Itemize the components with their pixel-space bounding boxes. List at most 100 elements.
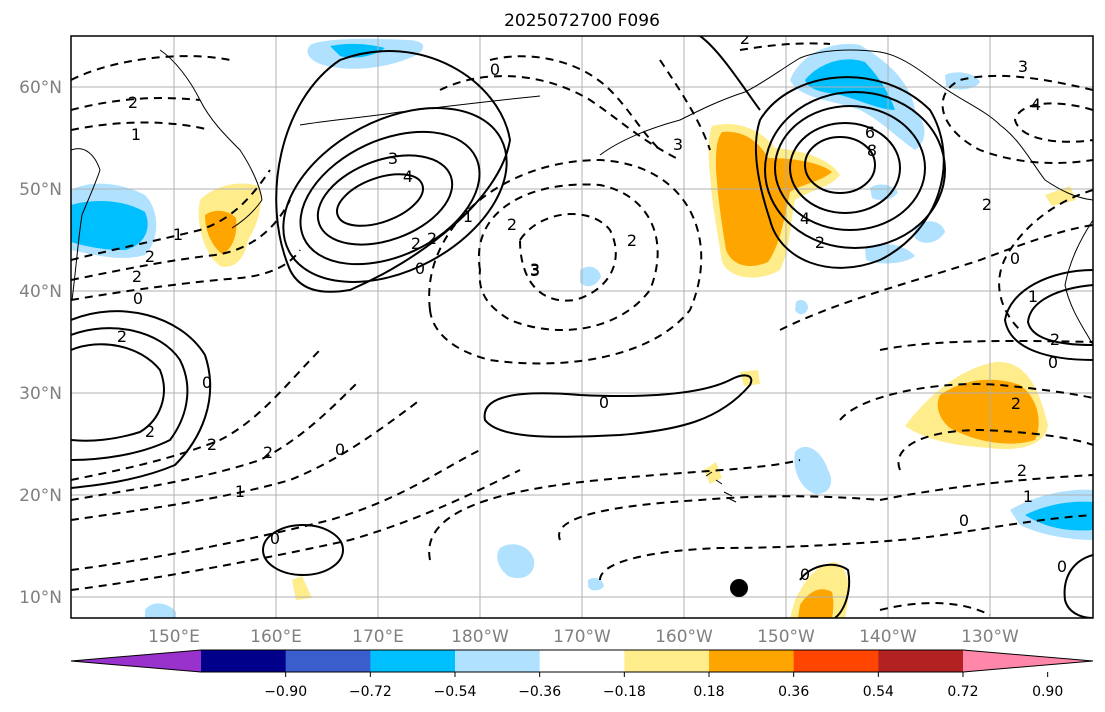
colorbar-outline xyxy=(70,649,1094,673)
contour-label: 0 xyxy=(202,373,212,392)
negative-contour xyxy=(879,474,1093,501)
colorbar-segment xyxy=(201,650,287,672)
contour-label: 1 xyxy=(463,207,473,226)
negative-anomaly-spot xyxy=(870,184,898,200)
colorbar-ticks: −0.90 −0.72 −0.54 −0.36 −0.18 0.18 0.36 0.54 0.7… xyxy=(264,672,1063,700)
contour-label: 0 xyxy=(599,393,609,412)
lat-label-40n: 40°N xyxy=(19,282,62,302)
contour-labels: 2 1 0 3 4 3 2 2 0 1 2 3 2 2 6 8 4 2 3 4 xyxy=(117,36,1067,584)
lat-label-50n: 50°N xyxy=(19,180,62,200)
negative-anomaly-spot xyxy=(580,266,601,287)
colorbar-extension-high xyxy=(963,650,1093,672)
contour-label: 8 xyxy=(867,141,877,160)
positive-anomaly-spot xyxy=(292,576,312,600)
contour-label: 2 xyxy=(1017,461,1027,480)
negative-contour xyxy=(71,349,321,481)
asia-coast xyxy=(71,148,101,301)
negative-contour xyxy=(897,428,1093,471)
negative-contour xyxy=(439,75,681,161)
negative-contour xyxy=(71,449,481,571)
negative-contour xyxy=(71,55,231,81)
contour-label: 0 xyxy=(133,289,143,308)
positive-contour xyxy=(754,76,945,269)
negative-anomaly-core xyxy=(71,200,148,250)
positive-contour xyxy=(316,154,454,246)
negative-anomaly-spot xyxy=(497,544,535,579)
lon-label-180w: 180°W xyxy=(451,627,509,647)
negative-contour xyxy=(428,459,801,561)
latitude-labels: 60°N 50°N 40°N 30°N 20°N 10°N xyxy=(19,78,62,608)
negative-contour xyxy=(839,383,1093,421)
colorbar-extension-low xyxy=(71,650,201,672)
north-america-coast xyxy=(1064,219,1093,346)
negative-contour xyxy=(879,602,991,616)
location-marker xyxy=(730,579,748,597)
negative-contour xyxy=(71,249,301,301)
contour-label: 1 xyxy=(235,482,245,501)
positive-contour xyxy=(71,310,212,489)
negative-anomaly-core xyxy=(1025,501,1093,531)
contour-label: 2 xyxy=(1050,330,1060,349)
lon-label-130w: 130°W xyxy=(961,627,1019,647)
shading-layer xyxy=(71,38,1093,618)
contour-label: 2 xyxy=(145,422,155,441)
positive-contour xyxy=(789,122,901,214)
contour-label: 2 xyxy=(117,327,127,346)
negative-anomaly-spot xyxy=(945,72,980,90)
negative-anomaly-spot xyxy=(588,578,604,591)
map-title: 2025072700 F096 xyxy=(504,11,660,31)
negative-contour xyxy=(428,158,703,365)
positive-contour xyxy=(774,105,926,231)
contour-label: 2 xyxy=(128,93,138,112)
graticule xyxy=(71,36,1093,618)
contour-label: 2 xyxy=(982,195,992,214)
contour-label: 3 xyxy=(530,260,540,279)
contour-label: 0 xyxy=(270,529,280,548)
negative-contour xyxy=(558,495,881,541)
positive-contour xyxy=(299,130,481,266)
lon-label-150w: 150°W xyxy=(757,627,815,647)
contour-label: 2 xyxy=(207,435,217,454)
contour-label: 2 xyxy=(263,443,273,462)
map-frame xyxy=(70,35,1094,619)
zero-contour xyxy=(262,524,344,576)
contour-label: 3 xyxy=(388,149,398,168)
negative-contour xyxy=(518,213,617,302)
colorbar-tick-label: 0.72 xyxy=(947,684,978,700)
contour-label: 3 xyxy=(530,261,540,280)
lat-label-30n: 30°N xyxy=(19,384,62,404)
colorbar-tick-label: −0.72 xyxy=(349,684,392,700)
positive-contour xyxy=(336,173,424,227)
alaska-coast xyxy=(599,49,1093,201)
contour-label: 4 xyxy=(403,167,413,186)
contour-label: 0 xyxy=(1010,249,1020,268)
positive-anomaly-spot xyxy=(1045,186,1076,206)
contour-label: 2 xyxy=(132,267,142,286)
colorbar-segment xyxy=(455,650,541,672)
longitude-labels: 150°E 160°E 170°E 180°W 170°W 160°W 150°… xyxy=(148,627,1019,647)
contour-label: 6 xyxy=(865,123,875,142)
colorbar-tick-label: 0.18 xyxy=(693,684,724,700)
colorbar-tick-label: −0.36 xyxy=(518,684,561,700)
positive-contour xyxy=(282,107,508,283)
zero-contour xyxy=(1063,554,1093,618)
colorbar-tick-label: −0.54 xyxy=(434,684,477,700)
lat-label-10n: 10°N xyxy=(19,588,62,608)
colorbar-tick-label: 0.90 xyxy=(1032,684,1063,700)
positive-contour xyxy=(71,343,165,442)
positive-contour xyxy=(71,327,189,461)
positive-contour xyxy=(1003,269,1093,361)
positive-contour xyxy=(1026,284,1093,346)
lon-label-170w: 170°W xyxy=(553,627,611,647)
map-panel: 2 1 0 3 4 3 2 2 0 1 2 3 2 2 6 8 4 2 3 4 xyxy=(70,35,1094,619)
negative-anomaly-spot xyxy=(915,221,945,243)
kamchatka-coast xyxy=(159,49,263,201)
contour-label: 2 xyxy=(145,247,155,266)
contour-label: 4 xyxy=(800,209,810,228)
contour-label: 0 xyxy=(959,511,969,530)
contour-label: 0 xyxy=(1048,353,1058,372)
contour-label: 0 xyxy=(800,565,810,584)
negative-contour xyxy=(71,399,421,521)
lon-label-150e: 150°E xyxy=(148,627,200,647)
colorbar-segment xyxy=(878,650,964,672)
